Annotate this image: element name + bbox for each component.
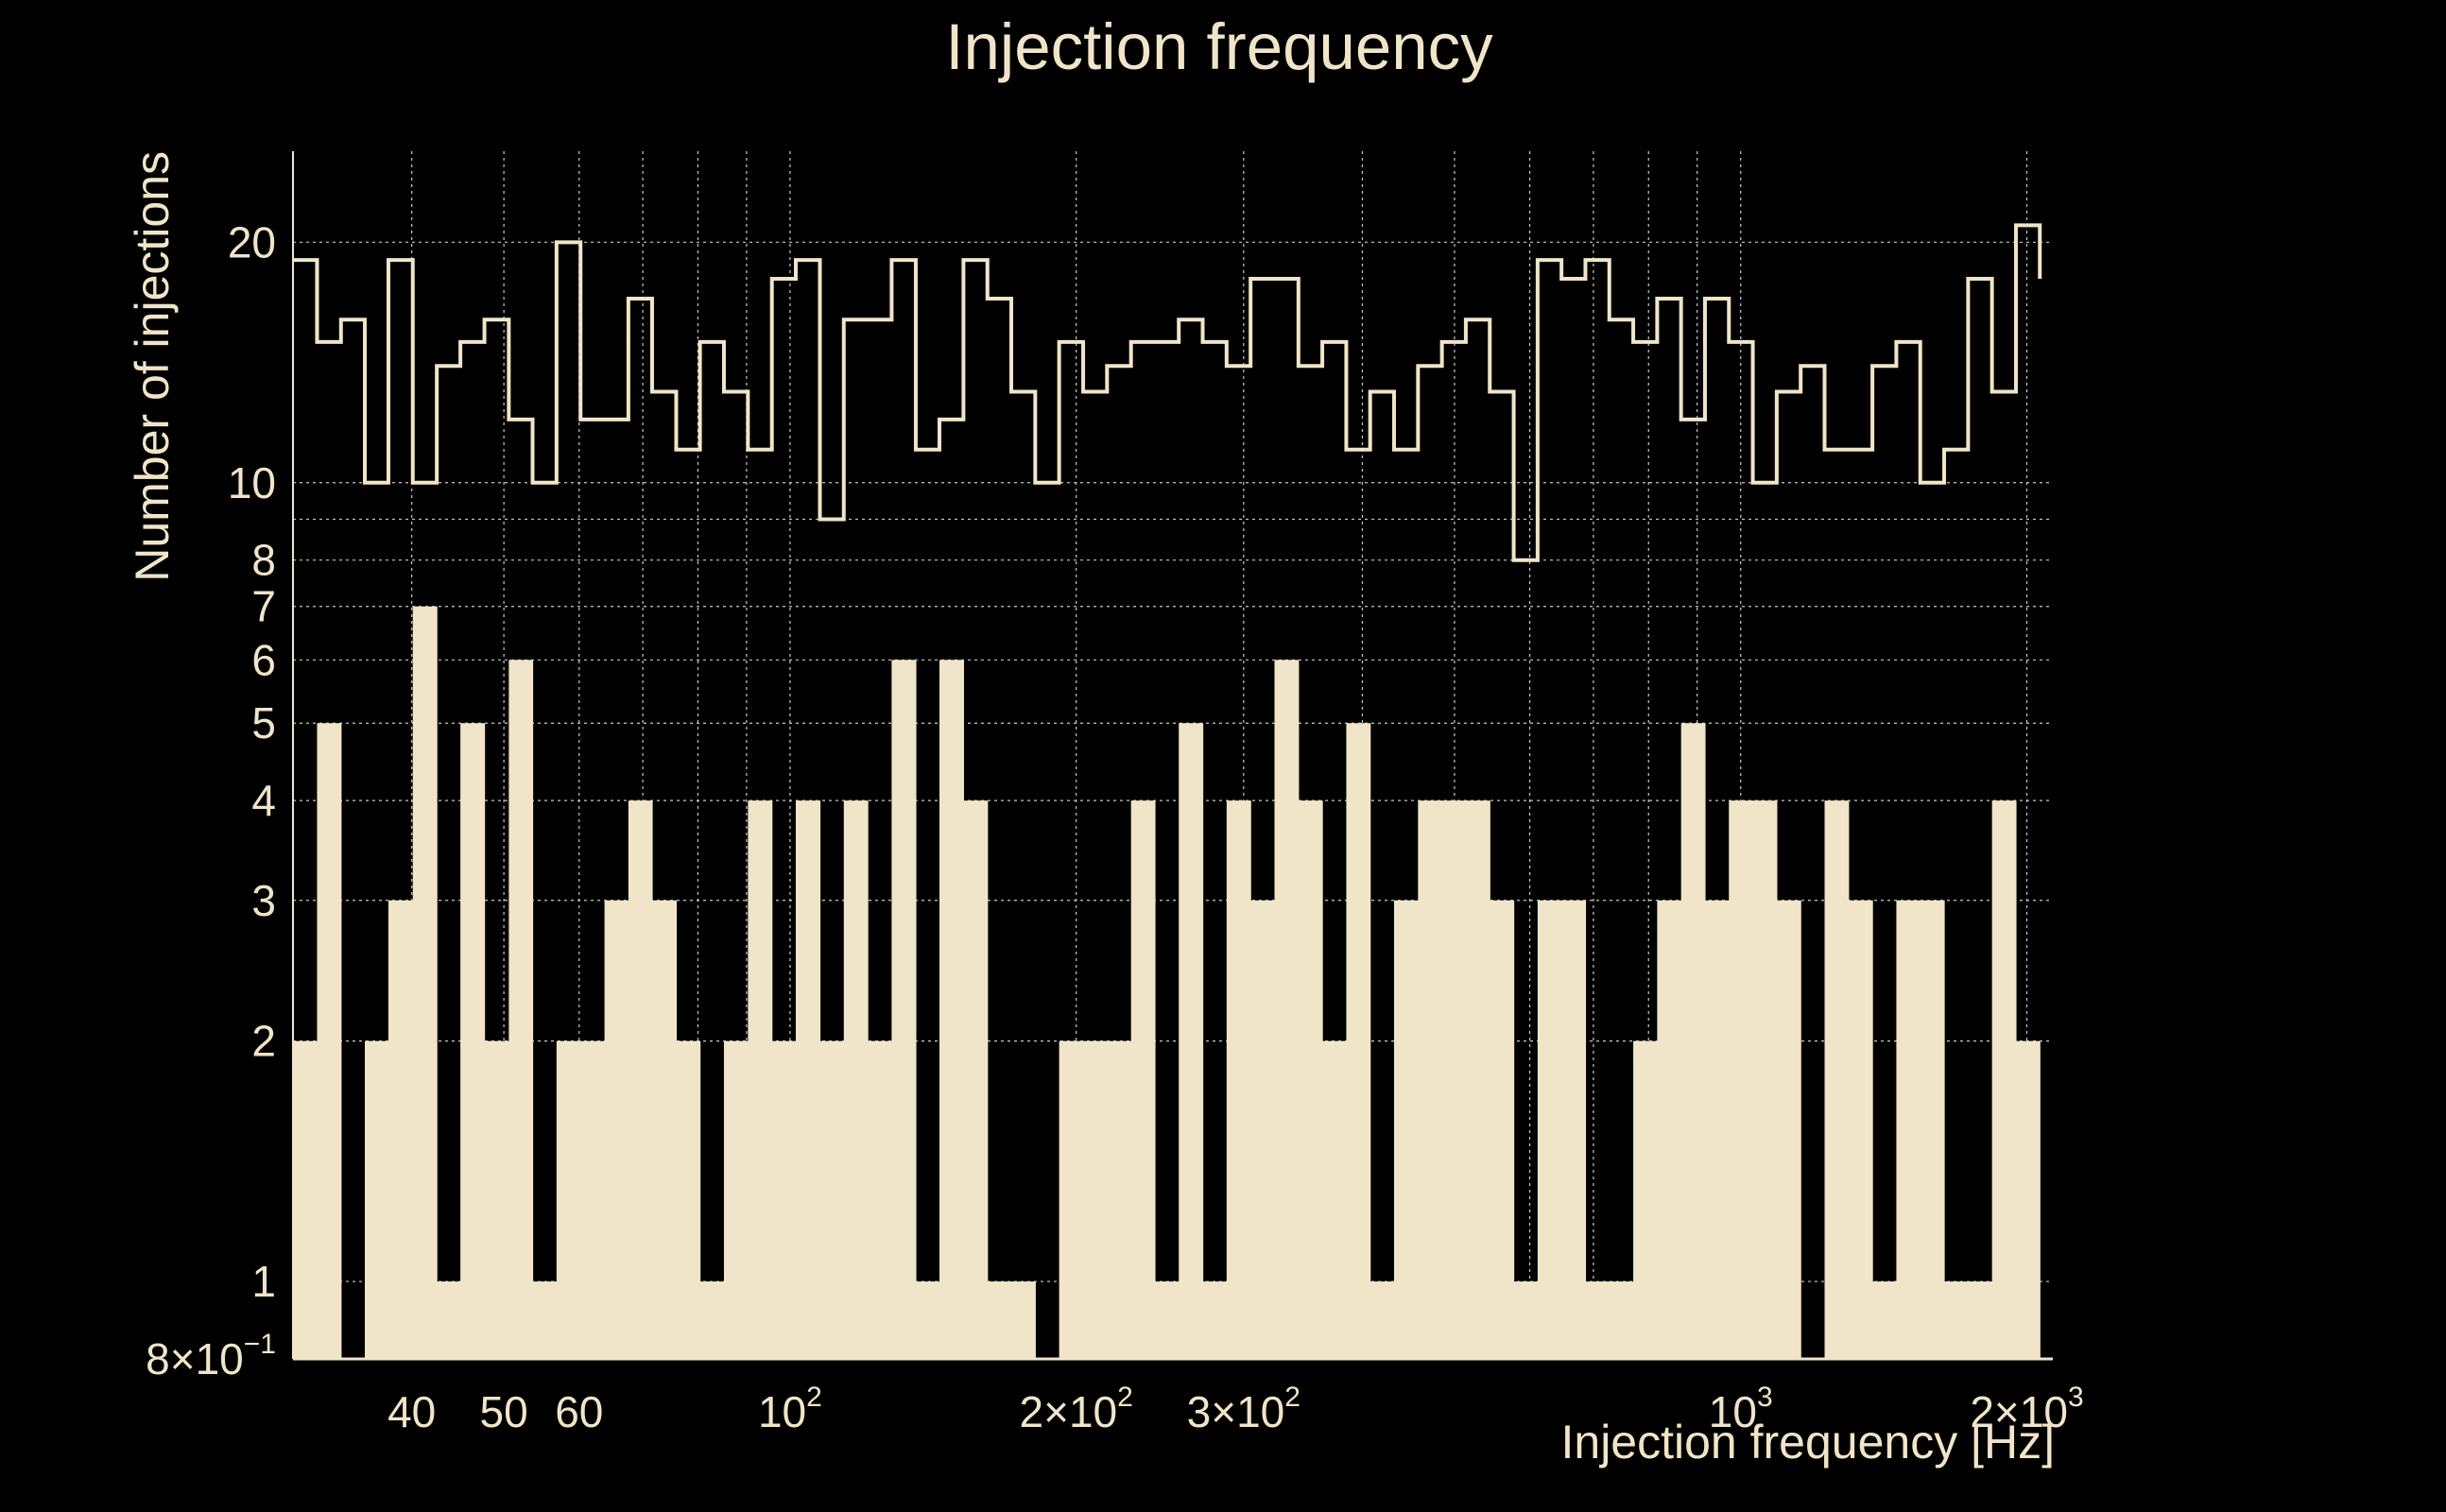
histogram-bar [1346, 723, 1371, 1359]
histogram-bar [1752, 800, 1778, 1359]
histogram-bar [1298, 800, 1323, 1359]
outline-histogram [293, 223, 2042, 562]
histogram-bar [1944, 1281, 1969, 1359]
histogram-bar [364, 1040, 389, 1359]
histogram-bar [1083, 1040, 1108, 1359]
histogram-bar [1393, 900, 1419, 1359]
histogram-bar [1729, 800, 1754, 1359]
histogram-bar [484, 1040, 509, 1359]
filled-histogram [293, 606, 2041, 1359]
histogram-bar [2015, 1040, 2041, 1359]
histogram-bar [843, 800, 869, 1359]
histogram-bar [1130, 800, 1156, 1359]
histogram-bar [1418, 800, 1443, 1359]
histogram-bar [437, 1281, 461, 1359]
histogram-bar [628, 800, 653, 1359]
histogram-bar [748, 800, 773, 1359]
histogram-bar [1657, 900, 1682, 1359]
histogram-bar [1154, 1281, 1180, 1359]
histogram-bar [604, 900, 629, 1359]
histogram-bar [317, 723, 342, 1359]
histogram-bar [532, 1281, 558, 1359]
histogram-bar [1561, 900, 1587, 1359]
histogram-bar [1896, 900, 1921, 1359]
histogram-bar [1250, 900, 1276, 1359]
histogram-bar [1585, 1281, 1611, 1359]
histogram-bar [1107, 1040, 1132, 1359]
histogram-bar [963, 800, 989, 1359]
y-tick-label: 10 [228, 458, 276, 507]
histogram-bar [1704, 900, 1730, 1359]
histogram-bar [651, 900, 678, 1359]
histogram-bar [987, 1281, 1012, 1359]
histogram-bar [1490, 900, 1515, 1359]
histogram-bar [460, 723, 486, 1359]
y-tick-label: 8 [251, 536, 276, 585]
histogram-bar [1369, 1281, 1395, 1359]
histogram-bar [1633, 1040, 1658, 1359]
x-tick-label: 40 [388, 1387, 436, 1436]
outline-series-line [293, 223, 2042, 562]
axes [292, 151, 2053, 1361]
histogram-bar [1872, 1281, 1898, 1359]
x-tick-label: 2×102 [1020, 1382, 1133, 1436]
histogram-bar [1226, 800, 1251, 1359]
y-axis-label: Number of injections [126, 151, 179, 582]
histogram-bar [1513, 1281, 1539, 1359]
x-tick-label: 60 [555, 1387, 603, 1436]
histogram-bar [939, 660, 964, 1359]
histogram-bar [1322, 1040, 1348, 1359]
x-tick-label: 3×102 [1187, 1382, 1301, 1436]
histogram-bar [1441, 800, 1467, 1359]
histogram-bar [1465, 800, 1490, 1359]
y-tick-label: 20 [228, 217, 276, 266]
chart-title: Injection frequency [945, 10, 1493, 83]
histogram-bar [771, 1040, 797, 1359]
histogram-bar [580, 1040, 606, 1359]
y-tick-labels: 8×10−1 1 2 3 4 5 678 10 20 [146, 217, 276, 1383]
y-tick-label: 8×10−1 [146, 1329, 276, 1383]
histogram-bar [388, 900, 414, 1359]
histogram-bar [1274, 660, 1300, 1359]
histogram-bar [699, 1281, 725, 1359]
histogram-bar [412, 606, 438, 1359]
histogram-bar [1179, 723, 1204, 1359]
histogram-bar [1537, 900, 1562, 1359]
histogram-bar [1848, 900, 1873, 1359]
y-tick-label: 7 [251, 582, 276, 631]
histogram-bar [1968, 1281, 1993, 1359]
histogram-bar [1920, 900, 1945, 1359]
histogram-bar [891, 660, 917, 1359]
histogram-bar [723, 1040, 749, 1359]
x-tick-label: 2×103 [1970, 1382, 2083, 1436]
x-tick-label: 103 [1709, 1382, 1773, 1436]
histogram-bar [1680, 723, 1706, 1359]
y-tick-label: 3 [251, 876, 276, 925]
y-tick-label: 5 [251, 698, 276, 747]
histogram-bar [1776, 900, 1801, 1359]
x-tick-label: 102 [758, 1382, 822, 1436]
histogram-bar [293, 1040, 319, 1359]
histogram-bar [556, 1040, 581, 1359]
histogram-bar [676, 1040, 701, 1359]
histogram-bar [795, 800, 821, 1359]
histogram-bar [1202, 1281, 1228, 1359]
x-axis-label: Injection frequency [Hz] [1561, 1416, 2056, 1469]
histogram-bar [508, 660, 534, 1359]
histogram-bar [1609, 1281, 1634, 1359]
y-tick-label: 2 [251, 1017, 276, 1066]
y-tick-label: 6 [251, 635, 276, 684]
histogram-bar [1059, 1040, 1084, 1359]
y-tick-label: 1 [251, 1257, 276, 1306]
histogram-bar [819, 1040, 845, 1359]
histogram-bar [868, 1040, 893, 1359]
histogram-bar [1011, 1281, 1036, 1359]
histogram-bar [1991, 800, 2017, 1359]
x-tick-label: 50 [480, 1387, 528, 1436]
histogram-bar [915, 1281, 940, 1359]
histogram-bar [1824, 800, 1850, 1359]
x-tick-labels: 40 50 60 102 2×102 3×102 103 2×103 [388, 1382, 2084, 1436]
y-tick-label: 4 [251, 776, 276, 825]
